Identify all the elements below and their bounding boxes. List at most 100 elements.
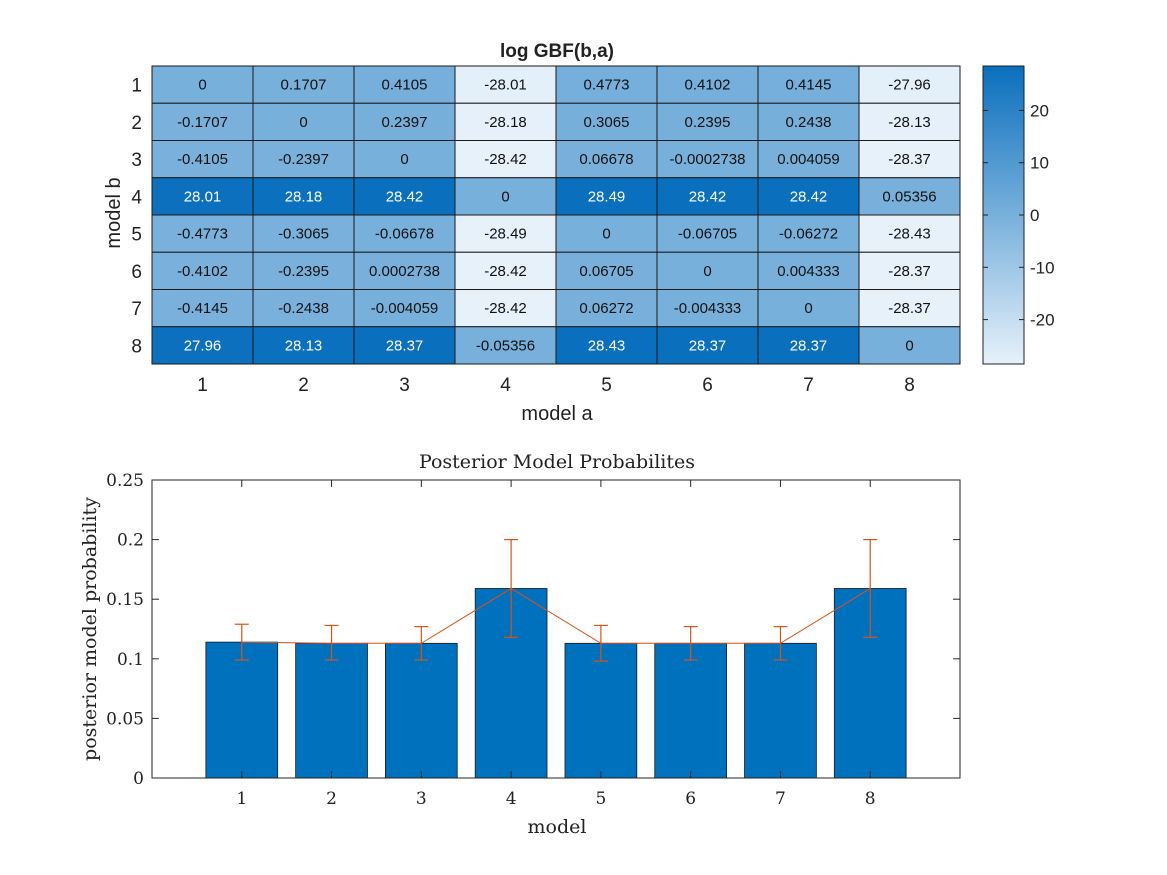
heatmap-x-tick-label: 3: [399, 375, 410, 396]
heatmap-cell: [757, 102, 860, 141]
heatmap-cell-label: 27.96: [184, 337, 222, 354]
heatmap-x-tick-label: 5: [601, 375, 612, 396]
heatmap-y-tick-label: 5: [131, 225, 142, 246]
heatmap-cell: [757, 326, 860, 365]
bar: [744, 642, 817, 779]
heatmap-cell-label: 0: [299, 114, 307, 131]
heatmap-cell-label: 0.2395: [685, 114, 731, 131]
heatmap-cell: [656, 326, 759, 365]
heatmap-cell-label: 0: [804, 300, 812, 317]
heatmap-cell-label: -0.4105: [177, 151, 228, 168]
bar-x-tick-label: 7: [775, 789, 786, 809]
heatmap-cell-label: 0.1707: [281, 77, 327, 94]
heatmap-cell: [858, 177, 961, 216]
heatmap-cell: [151, 177, 254, 216]
bar-y-tick-label: 0.05: [106, 709, 144, 729]
heatmap-x-tick-label: 2: [298, 375, 309, 396]
heatmap-cell: [656, 65, 759, 104]
heatmap-cell: [353, 251, 456, 290]
heatmap-x-tick-label: 1: [197, 375, 208, 396]
heatmap-cell-label: 0: [905, 337, 913, 354]
bar-x-tick-label: 3: [416, 789, 427, 809]
heatmap-cell-label: 0.4773: [584, 77, 630, 94]
heatmap-cell: [757, 177, 860, 216]
heatmap-cell-label: 0.2397: [382, 114, 428, 131]
heatmap-cell-label: -28.43: [888, 226, 931, 243]
posterior-bar-chart: Posterior Model Probabilites 0 0.05 0.1 0.1…: [79, 451, 961, 838]
heatmap-cell: [151, 102, 254, 141]
bar-y-tick-label: 0.2: [117, 531, 144, 551]
heatmap-x-tick-label: 6: [702, 375, 713, 396]
heatmap-cell-label: -0.4773: [177, 226, 228, 243]
heatmap-x-tick-label: 7: [803, 375, 814, 396]
heatmap-cell-label: 0.06678: [579, 151, 633, 168]
heatmap-y-tick-label: 1: [131, 76, 142, 97]
bar-x-tick-label: 4: [506, 789, 517, 809]
heatmap-cell: [757, 214, 860, 253]
heatmap-cell-label: -28.13: [888, 114, 931, 131]
heatmap-cell-label: 28.37: [386, 337, 424, 354]
heatmap-cell-label: -0.06678: [375, 226, 434, 243]
bar-x-tick-label: 5: [595, 789, 606, 809]
heatmap-cell: [858, 251, 961, 290]
bar-y-tick-label: 0: [133, 769, 144, 789]
heatmap-cell-label: 28.42: [386, 188, 424, 205]
heatmap-cell: [252, 177, 355, 216]
heatmap-cell-label: 0.4105: [382, 77, 428, 94]
heatmap-cell-label: -0.004059: [371, 300, 439, 317]
bar: [295, 642, 368, 779]
error-bar: [234, 623, 249, 661]
heatmap-y-tick-label: 8: [131, 336, 142, 357]
heatmap-cell-label: 0.0002738: [369, 263, 440, 280]
bar-x-tick-label: 6: [685, 789, 696, 809]
heatmap-cell-label: -28.42: [484, 151, 527, 168]
bar-x-tick-label: 8: [865, 789, 876, 809]
bar-y-tick-label: 0.1: [117, 650, 144, 670]
heatmap-cell: [555, 102, 658, 141]
colorbar-tick-label: -10: [1030, 258, 1055, 277]
heatmap-cell-label: -0.004333: [674, 300, 742, 317]
heatmap-cell-label: 0.2438: [786, 114, 832, 131]
heatmap-cell: [353, 102, 456, 141]
heatmap-cell: [252, 214, 355, 253]
heatmap-cell-label: -28.37: [888, 151, 931, 168]
heatmap-cell: [858, 214, 961, 253]
colorbar-tick-label: 20: [1030, 101, 1049, 120]
heatmap-cell-label: 0.3065: [584, 114, 630, 131]
heatmap-cell: [353, 214, 456, 253]
heatmap-cell-label: 28.42: [790, 188, 828, 205]
heatmap-cell: [858, 140, 961, 179]
mean-line: [241, 587, 871, 644]
heatmap-cell-label: 28.37: [689, 337, 727, 354]
heatmap-cell-label: -0.2438: [278, 300, 329, 317]
heatmap-y-axis-label: model b: [103, 177, 125, 248]
heatmap-cell: [858, 65, 961, 104]
bar: [564, 642, 638, 779]
heatmap-y-tick-label: 6: [131, 262, 142, 283]
heatmap-cell: [555, 214, 658, 253]
heatmap-cell: [454, 65, 557, 104]
heatmap-cell-label: 28.43: [588, 337, 626, 354]
heatmap-cell: [151, 65, 254, 104]
heatmap-x-tick-label: 8: [904, 375, 915, 396]
bar-y-tick-label: 0.25: [106, 471, 144, 491]
heatmap-cell-label: 0.06272: [579, 300, 633, 317]
bar-axes-box: [151, 479, 961, 779]
heatmap-cell-label: -28.42: [484, 263, 527, 280]
bar-chart-title: Posterior Model Probabilites: [419, 451, 695, 473]
heatmap-cell-label: 0.06705: [579, 263, 633, 280]
heatmap-cell: [555, 65, 658, 104]
heatmap-cell: [555, 326, 658, 365]
heatmap-cell-label: 28.49: [588, 188, 626, 205]
heatmap-cell: [454, 102, 557, 141]
heatmap-cell: [252, 289, 355, 328]
heatmap-y-tick-label: 2: [131, 113, 142, 134]
heatmap-cell: [757, 140, 860, 179]
gbf-heatmap: log GBF(b,a) 0 0.1707 0.4105 -28.01 0.4773 0.…: [103, 41, 961, 425]
heatmap-cell: [252, 251, 355, 290]
error-bar: [863, 538, 878, 638]
heatmap-cell-label: 28.13: [285, 337, 323, 354]
error-bar: [683, 626, 698, 661]
heatmap-cell: [454, 140, 557, 179]
